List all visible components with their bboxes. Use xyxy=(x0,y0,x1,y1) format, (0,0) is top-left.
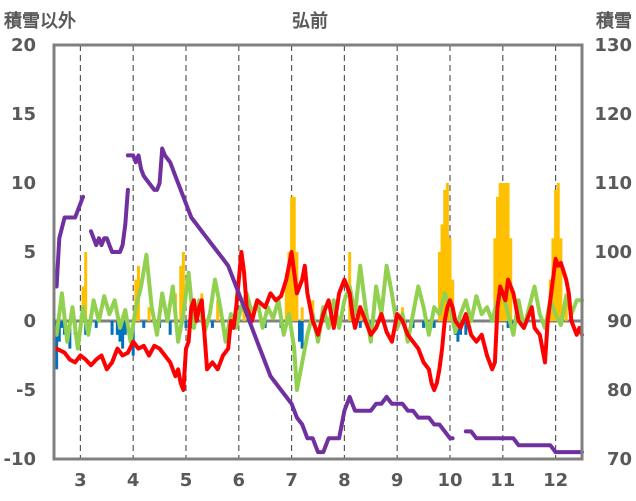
left-tick-label: 15 xyxy=(11,104,36,125)
left-axis-title: 積雪以外 xyxy=(3,10,76,32)
bar-s0-27 xyxy=(493,238,497,321)
bar-s1-23 xyxy=(298,321,302,342)
x-tick-label: 3 xyxy=(74,470,87,491)
bar-s0-29 xyxy=(498,183,502,321)
bar-s0-30 xyxy=(501,183,505,321)
bar-s1-33 xyxy=(456,321,460,342)
series-line-4-3 xyxy=(463,429,584,455)
bar-s1-36 xyxy=(506,321,510,328)
bar-s1-31 xyxy=(432,321,436,328)
left-tick-label: -10 xyxy=(3,449,36,470)
right-tick-label: 90 xyxy=(607,311,632,332)
bar-s1-13 xyxy=(131,321,135,356)
grid-layer xyxy=(79,45,557,459)
bar-s1-17 xyxy=(184,321,188,328)
bar-s1-2 xyxy=(60,321,64,328)
bar-s0-37 xyxy=(554,189,558,321)
series-line-4-1 xyxy=(89,187,130,254)
bar-s0-1 xyxy=(84,252,88,321)
bar-s0-39 xyxy=(559,238,563,321)
bar-s1-24 xyxy=(300,321,304,349)
bar-s1-19 xyxy=(210,321,214,328)
bar-s1-9 xyxy=(115,321,119,335)
bar-s0-21 xyxy=(437,252,441,321)
bar-s1-7 xyxy=(94,321,98,328)
bar-s0-9 xyxy=(216,300,220,321)
right-tick-label: 120 xyxy=(594,104,632,125)
x-tick-label: 12 xyxy=(543,470,568,491)
x-tick-label: 7 xyxy=(285,470,298,491)
series-line-3-0 xyxy=(54,250,584,392)
bar-s0-4 xyxy=(147,307,151,321)
left-tick-label: -5 xyxy=(16,380,36,401)
x-tick-label: 4 xyxy=(127,470,140,491)
bar-s0-31 xyxy=(503,183,507,321)
bar-s1-11 xyxy=(121,321,125,349)
bar-s1-35 xyxy=(464,321,468,335)
bar-s1-16 xyxy=(168,321,172,335)
bar-s0-16 xyxy=(300,307,304,321)
bar-s1-10 xyxy=(118,321,122,342)
bar-s0-11 xyxy=(284,272,288,321)
bar-s0-38 xyxy=(556,183,560,321)
bar-s0-28 xyxy=(496,196,500,321)
series-line-4-0 xyxy=(54,194,85,289)
x-tick-label: 5 xyxy=(180,470,193,491)
bar-s1-0 xyxy=(55,321,59,370)
plot-frame xyxy=(52,43,584,461)
series-line-4-2 xyxy=(125,146,455,455)
bar-s1-12 xyxy=(123,321,127,335)
bar-s0-6 xyxy=(179,265,183,321)
bar-s0-0 xyxy=(81,286,85,321)
right-tick-label: 100 xyxy=(594,242,632,263)
right-tick-label: 70 xyxy=(607,449,632,470)
right-axis-title: 積雪 xyxy=(595,10,632,32)
x-tick-label: 10 xyxy=(437,470,462,491)
bar-s0-12 xyxy=(287,252,291,321)
right-tick-label: 110 xyxy=(594,173,632,194)
series-line-2-0 xyxy=(54,252,584,392)
line-layer xyxy=(54,146,584,455)
left-tick-label: 5 xyxy=(23,242,36,263)
left-tick-label: 10 xyxy=(11,173,36,194)
bar-s1-14 xyxy=(142,321,146,328)
bar-s1-8 xyxy=(110,321,114,335)
x-tick-label: 9 xyxy=(391,470,404,491)
bar-s0-7 xyxy=(181,252,185,321)
bar-s1-25 xyxy=(358,321,362,328)
chart-title: 弘前 xyxy=(292,10,328,32)
left-tick-label: 0 xyxy=(23,311,36,332)
bar-s0-22 xyxy=(440,224,444,321)
tick-label-layer: 20 15 10 5 0 -5 -10 130 120 110 100 90 80 70 3 4 5 6 7 8 9 10… xyxy=(3,35,632,491)
x-tick-label: 11 xyxy=(490,470,515,491)
bar-s1-1 xyxy=(57,321,61,342)
bar-s0-23 xyxy=(443,189,447,321)
bar-s0-25 xyxy=(448,238,452,321)
bar-s0-32 xyxy=(506,183,510,321)
x-tick-label: 6 xyxy=(233,470,246,491)
x-tick-label: 8 xyxy=(338,470,351,491)
left-tick-label: 20 xyxy=(11,35,36,56)
bar-s0-33 xyxy=(509,238,513,321)
bar-s0-24 xyxy=(445,183,449,321)
bar-s0-26 xyxy=(451,279,455,321)
bar-s1-30 xyxy=(422,321,426,328)
right-tick-label: 130 xyxy=(594,35,632,56)
right-tick-label: 80 xyxy=(607,380,632,401)
